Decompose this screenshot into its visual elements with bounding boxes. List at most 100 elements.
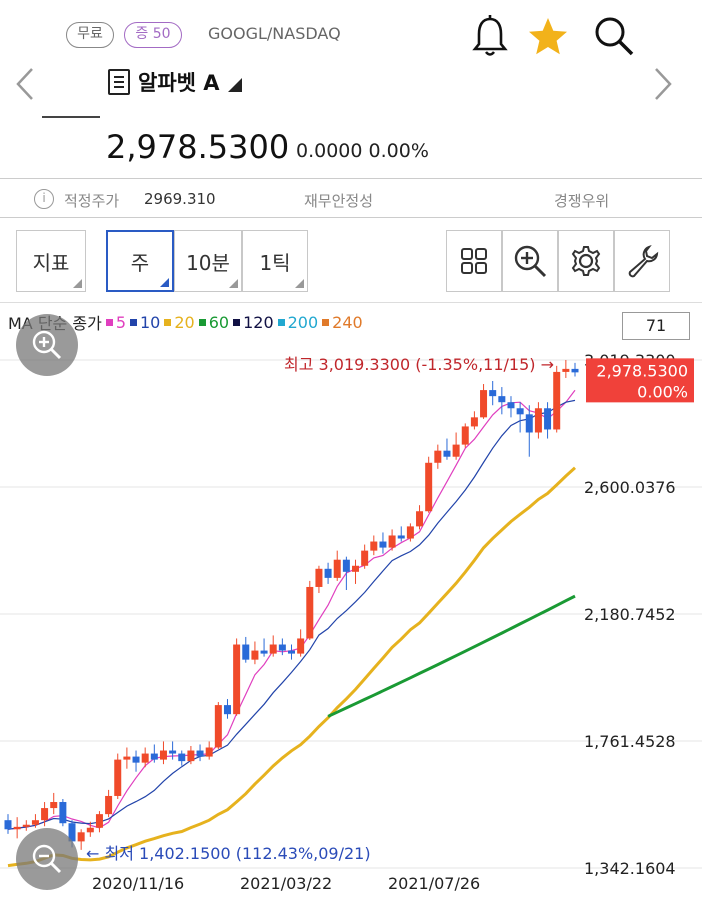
free-badge: 무료 — [66, 22, 114, 48]
candle-body — [150, 753, 158, 760]
candle-body — [95, 814, 103, 828]
wrench-icon[interactable] — [614, 230, 670, 292]
ma-legend-item: 200 — [277, 310, 319, 334]
stock-name-selector[interactable]: 알파벳 A — [108, 66, 242, 98]
candle-body — [50, 802, 58, 809]
x-tick-label: 2021/07/26 — [388, 874, 480, 893]
ma-color-swatch — [130, 318, 137, 326]
ma-color-swatch — [233, 318, 241, 326]
chart-divider — [0, 302, 702, 303]
chart-zoom-in-icon[interactable] — [16, 314, 78, 376]
tab-underline — [42, 116, 100, 118]
ten-minute-button[interactable]: 10분 — [174, 230, 242, 292]
high-price-label: 최고 3,019.3300 (-1.35%,11/15) → — [284, 355, 554, 374]
candle-body — [489, 390, 497, 397]
candle-body — [260, 650, 268, 654]
candle-body — [13, 826, 21, 830]
dropdown-triangle-icon — [227, 78, 242, 92]
ma-color-swatch — [322, 318, 330, 326]
chevron-left-icon[interactable] — [12, 66, 38, 111]
candle-body — [77, 832, 85, 842]
grid-layout-icon[interactable] — [446, 230, 502, 292]
competitive-advantage-link[interactable]: 경쟁우위 — [554, 192, 610, 210]
candle-body — [242, 644, 250, 660]
candle-body — [333, 559, 341, 578]
search-icon[interactable] — [592, 14, 634, 58]
candle-body — [114, 759, 122, 796]
ma-legend-item: 60 — [198, 310, 229, 334]
candle-body — [434, 450, 442, 463]
ma60-line — [327, 594, 576, 718]
ma-color-swatch — [105, 318, 113, 326]
candle-body — [4, 820, 12, 830]
x-tick-label: 2020/11/16 — [92, 874, 184, 893]
one-tick-button[interactable]: 1틱 — [242, 230, 308, 292]
financial-stability-link[interactable]: 재무안정성 — [304, 192, 374, 210]
candle-body — [123, 756, 131, 760]
star-icon[interactable] — [526, 14, 567, 58]
x-tick-label: 2021/03/22 — [240, 874, 332, 893]
candle-body — [388, 535, 396, 548]
y-tick-label: 1,761.4528 — [584, 732, 676, 751]
ma-legend-item: 5 — [105, 310, 126, 334]
ma-legend-item: 240 — [322, 310, 363, 334]
fair-price-value: 2969.310 — [144, 190, 216, 208]
candle-body — [452, 444, 460, 457]
ma-label: 200 — [287, 312, 319, 332]
candle-body — [251, 650, 259, 660]
candle-body — [31, 820, 39, 825]
info-icon[interactable]: i — [34, 189, 54, 209]
chevron-right-icon[interactable] — [650, 66, 676, 111]
fair-price-label[interactable]: 적정주가 — [64, 192, 120, 210]
candle-body — [361, 550, 369, 566]
candle-body — [278, 644, 286, 651]
ma-label: 10 — [140, 312, 161, 332]
gear-icon[interactable] — [558, 230, 614, 292]
ma-color-swatch — [198, 318, 206, 326]
ma-label: 5 — [115, 312, 126, 332]
ma-label: 20 — [174, 312, 195, 332]
candle-body — [516, 408, 524, 415]
candle-body — [223, 705, 231, 715]
ten-minute-label: 10분 — [186, 250, 230, 275]
ticker-label: GOOGL/NASDAQ — [208, 24, 341, 43]
candle-body — [297, 638, 305, 654]
ma20-line — [7, 466, 577, 868]
bell-icon[interactable] — [470, 14, 510, 58]
candle-body — [525, 414, 533, 433]
candle-body — [169, 750, 177, 754]
current-price: 2,978.5300 — [106, 128, 290, 166]
ma5-line — [7, 389, 576, 830]
zoom-in-icon[interactable] — [502, 230, 558, 292]
candle-body — [59, 802, 67, 824]
current-price-tag-change: 0.00% — [637, 382, 688, 401]
period-count[interactable]: 71 — [622, 312, 690, 340]
candle-body — [461, 426, 469, 445]
candle-body — [315, 568, 323, 587]
info-bar: i 적정주가 2969.310 재무안정성 경쟁우위 — [0, 178, 702, 218]
candle-body — [159, 750, 167, 760]
candle-body — [214, 705, 222, 748]
candlestick-chart[interactable]: 3,019.33002,600.03762,180.74521,761.4528… — [0, 342, 702, 898]
candle-body — [68, 823, 76, 842]
ma10-line — [7, 399, 576, 830]
candle-body — [306, 586, 314, 639]
y-tick-label: 1,342.1604 — [584, 859, 676, 878]
ma-color-swatch — [277, 318, 285, 326]
candle-body — [141, 753, 149, 763]
current-price-tag-value: 2,978.5300 — [596, 361, 688, 380]
candle-body — [178, 753, 186, 762]
candle-body — [443, 450, 451, 457]
indicator-label: 지표 — [32, 250, 70, 275]
candle-body — [397, 535, 405, 539]
candle-body — [22, 824, 30, 827]
indicator-button[interactable]: 지표 — [16, 230, 86, 292]
candle-body — [233, 644, 241, 715]
chart-zoom-out-icon[interactable] — [16, 828, 78, 890]
candle-body — [269, 644, 277, 654]
margin-badge: 증 50 — [124, 22, 182, 48]
ma-legend-item: 10 — [130, 310, 160, 334]
candle-body — [544, 408, 552, 430]
week-button[interactable]: 주 — [106, 230, 174, 292]
candle-body — [370, 541, 378, 551]
